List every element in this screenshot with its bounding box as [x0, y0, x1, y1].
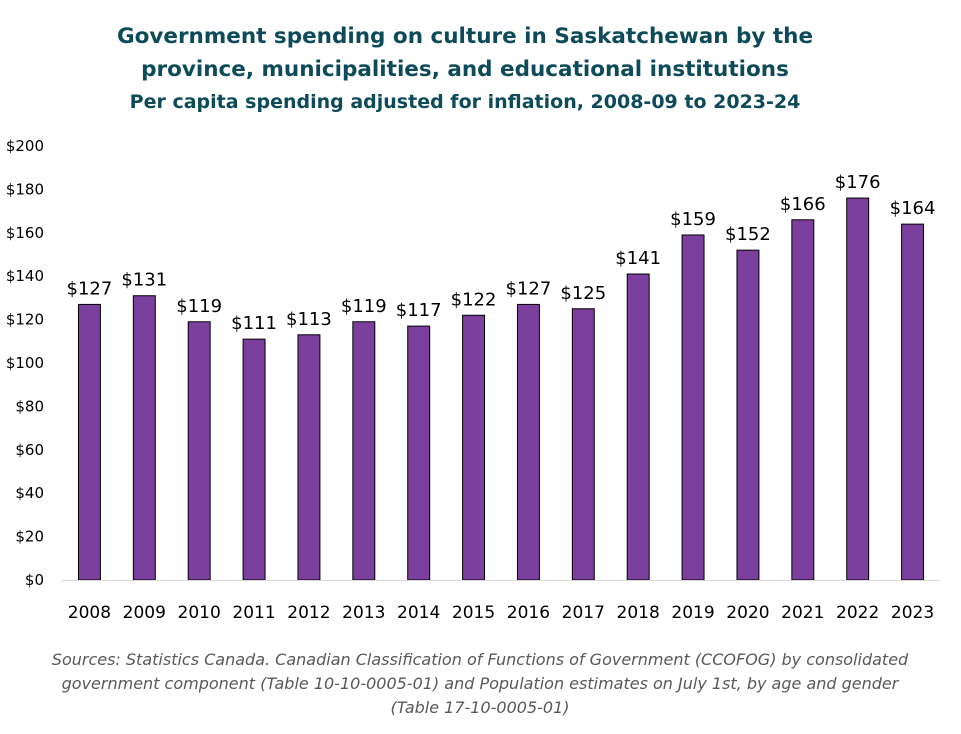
bar-2011: [242, 338, 266, 581]
data-label-2022: $176: [835, 172, 881, 193]
y-tick-label: $80: [15, 397, 44, 415]
bar-2020: [736, 249, 760, 581]
bar-2023: [901, 223, 925, 581]
x-tick-label-2022: 2022: [836, 603, 879, 623]
y-tick-label: $160: [6, 224, 44, 242]
data-label-2019: $159: [670, 209, 716, 230]
x-tick-label-2010: 2010: [178, 603, 221, 623]
data-label-2009: $131: [121, 270, 167, 291]
bar-2015: [462, 314, 486, 581]
x-tick-label-2020: 2020: [726, 603, 769, 623]
bar-chart: $0 $20 $40 $60 $80 $100 $120 $140 $160 $180 $200 $…: [6, 137, 940, 623]
data-label-2008: $127: [67, 278, 113, 299]
data-label-2021: $166: [780, 194, 826, 215]
source-note: Sources: Statistics Canada. Canadian Cla…: [51, 650, 909, 717]
data-label-2016: $127: [506, 278, 552, 299]
chart-title: Government spending on culture in Saskat…: [116, 24, 814, 49]
x-tick-label-2012: 2012: [287, 603, 330, 623]
bar-2008: [77, 303, 101, 581]
x-tick-label-2013: 2013: [342, 603, 385, 623]
chart-subtitle: Per capita spending adjusted for inflati…: [129, 91, 801, 113]
bar-2010: [187, 321, 211, 581]
bar-2019: [681, 234, 705, 581]
data-labels: $127 $131 $119 $111 $113 $119 $117 $122 $127 $125…: [67, 172, 936, 334]
y-tick-label: $120: [6, 311, 44, 329]
y-tick-label: $20: [15, 528, 44, 546]
bar-2017: [571, 308, 595, 581]
x-tick-label-2018: 2018: [617, 603, 660, 623]
data-label-2018: $141: [615, 248, 661, 269]
data-label-2010: $119: [176, 296, 222, 317]
bar-2012: [297, 334, 321, 581]
y-tick-label: $140: [6, 267, 44, 285]
y-tick-label: $200: [6, 137, 44, 155]
x-tick-label-2019: 2019: [671, 603, 714, 623]
x-tick-label-2017: 2017: [562, 603, 605, 623]
data-label-2020: $152: [725, 224, 771, 245]
y-tick-label: $0: [25, 571, 44, 589]
data-label-2023: $164: [890, 198, 936, 219]
bar-2013: [352, 321, 376, 581]
x-tick-label-2009: 2009: [123, 603, 166, 623]
data-label-2015: $122: [451, 289, 497, 310]
x-tick-label-2014: 2014: [397, 603, 440, 623]
bar-2021: [791, 219, 815, 581]
y-tick-label: $40: [15, 484, 44, 502]
x-tick-label-2016: 2016: [507, 603, 550, 623]
chart-title-line-2: province, municipalities, and educationa…: [141, 57, 789, 82]
bar-2018: [626, 273, 650, 581]
data-label-2014: $117: [396, 300, 442, 321]
data-label-2011: $111: [231, 313, 277, 334]
x-tick-label-2015: 2015: [452, 603, 495, 623]
bars: [77, 197, 925, 581]
bar-2016: [516, 303, 540, 581]
data-label-2013: $119: [341, 296, 387, 317]
x-tick-label-2008: 2008: [68, 603, 111, 623]
y-tick-label: $60: [15, 441, 44, 459]
y-tick-label: $180: [6, 180, 44, 198]
x-axis-ticks: 2008 2009 2010 2011 2012 2013 2014 2015 2016 2017…: [68, 603, 934, 623]
bar-2014: [407, 325, 431, 581]
x-tick-label-2021: 2021: [781, 603, 824, 623]
data-label-2017: $125: [560, 283, 606, 304]
x-tick-label-2023: 2023: [891, 603, 934, 623]
y-tick-label: $100: [6, 354, 44, 372]
data-label-2012: $113: [286, 309, 332, 330]
y-axis-ticks: $0 $20 $40 $60 $80 $100 $120 $140 $160 $180 $200: [6, 137, 44, 589]
bar-2009: [132, 295, 156, 581]
bar-2022: [846, 197, 870, 581]
x-tick-label-2011: 2011: [232, 603, 275, 623]
